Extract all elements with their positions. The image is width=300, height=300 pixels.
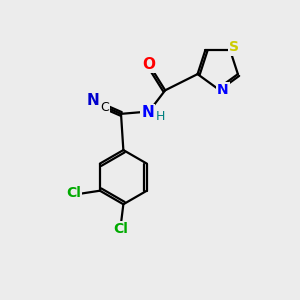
Text: S: S <box>229 40 239 55</box>
Text: N: N <box>217 83 229 97</box>
Text: N: N <box>87 92 99 107</box>
Text: Cl: Cl <box>66 186 81 200</box>
Text: C: C <box>100 101 109 115</box>
Text: H: H <box>155 110 165 123</box>
Text: N: N <box>141 106 154 121</box>
Text: Cl: Cl <box>114 222 128 236</box>
Text: O: O <box>142 57 155 72</box>
